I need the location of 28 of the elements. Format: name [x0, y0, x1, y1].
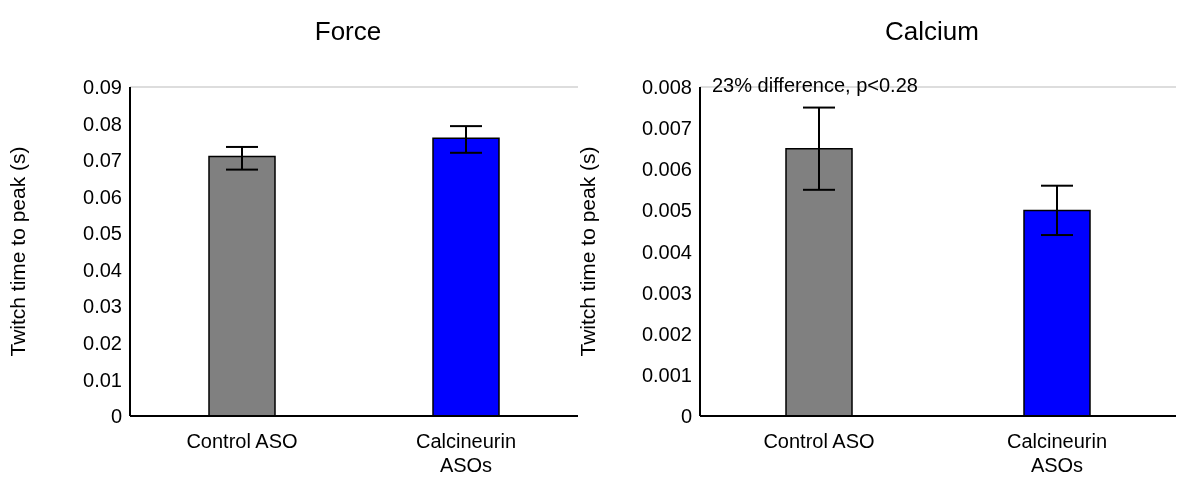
y-tick-label: 0.006 [641, 158, 692, 181]
y-tick-label: 0 [680, 405, 692, 428]
x-tick-label: Calcineurin ASOs [1006, 430, 1108, 476]
annotation: 23% difference, p<0.28 [712, 74, 918, 97]
y-axis-title: Twitch time to peak (s) [576, 146, 600, 357]
y-tick-label: 0.08 [83, 112, 122, 135]
y-tick-label: 0.004 [641, 240, 692, 263]
y-axis-title: Twitch time to peak (s) [6, 146, 30, 357]
x-tick-label: Control ASO [763, 430, 875, 452]
y-tick-label: 0.05 [83, 222, 122, 245]
y-tick-label: 0.002 [641, 322, 692, 345]
y-tick-label: 0.03 [83, 295, 122, 318]
x-tick-label: Control ASO [186, 430, 298, 452]
y-tick-label: 0.02 [83, 331, 122, 354]
y-tick-label: 0.008 [641, 76, 692, 99]
y-tick-label: 0.07 [83, 149, 122, 172]
y-tick-label: 0.001 [641, 363, 692, 386]
y-tick-label: 0.005 [641, 199, 692, 222]
y-tick-label: 0.09 [83, 76, 122, 99]
y-tick-label: 0.06 [83, 185, 122, 208]
y-tick-label: 0.007 [641, 117, 692, 140]
y-tick-label: 0.04 [83, 258, 122, 281]
chart-title: Force [313, 15, 383, 48]
x-tick-label: Calcineurin ASOs [415, 430, 517, 476]
y-tick-label: 0.003 [641, 281, 692, 304]
y-tick-label: 0.01 [83, 368, 122, 391]
chart-title: Calcium [884, 15, 980, 48]
y-tick-label: 0 [110, 405, 122, 428]
